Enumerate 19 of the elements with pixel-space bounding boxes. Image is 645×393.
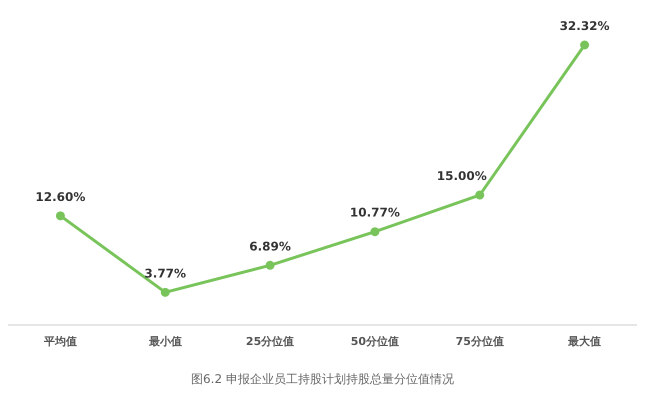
point — [370, 227, 380, 236]
point — [475, 190, 484, 200]
x-tick-label: 25分位值 — [246, 335, 294, 348]
x-tick-label: 平均值 — [42, 335, 77, 348]
point — [580, 40, 590, 50]
data-label: 6.89% — [249, 239, 291, 254]
x-tick-label: 最小值 — [148, 335, 182, 348]
data-label: 15.00% — [436, 169, 487, 184]
data-label: 3.77% — [144, 266, 186, 280]
data-label: 12.60% — [35, 190, 86, 204]
data-label: 10.77% — [350, 206, 400, 220]
text: 图6.2 申报企业员工持股计划持股总量分位值情况 — [191, 372, 454, 386]
x-tick-label: 最大值 — [567, 335, 602, 348]
point — [56, 211, 65, 220]
point — [160, 288, 170, 297]
x-tick-label: 50分位值 — [350, 335, 400, 348]
x-tick-label: 75分位值 — [456, 335, 504, 348]
point — [266, 260, 275, 270]
data-label: 32.32% — [560, 19, 610, 33]
